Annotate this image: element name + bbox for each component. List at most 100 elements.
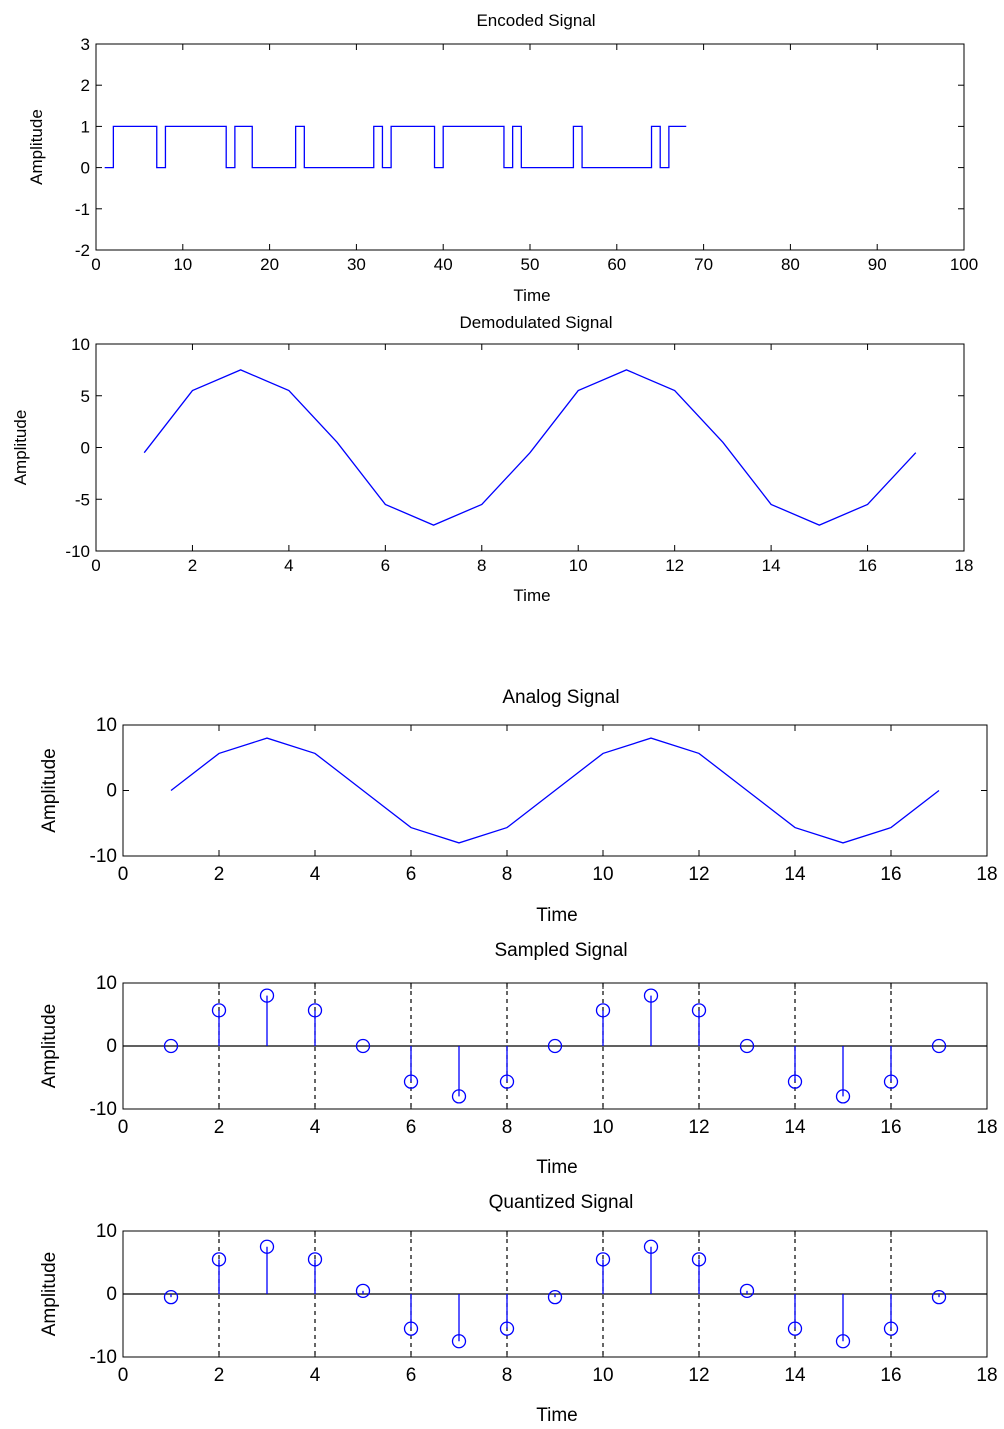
y-tick-label: -10: [90, 1347, 117, 1368]
chart-title: Analog Signal: [502, 687, 619, 708]
stem-marker: [355, 1283, 371, 1298]
stem-marker: [547, 1290, 563, 1305]
y-axis-label: Amplitude: [11, 410, 30, 486]
x-tick-label: 0: [118, 1365, 129, 1386]
x-tick-label: 12: [688, 1365, 709, 1386]
y-tick-label: -10: [90, 846, 117, 867]
stem-marker: [643, 1239, 659, 1254]
chart-title: Demodulated Signal: [459, 313, 612, 332]
y-tick-label: 10: [96, 1221, 117, 1242]
series-line: [143, 369, 917, 526]
x-tick-label: 20: [260, 255, 279, 274]
x-tick-label: 10: [592, 1365, 613, 1386]
x-tick-label: 18: [976, 1117, 997, 1138]
stem-marker: [211, 1003, 227, 1018]
stem-marker: [451, 1089, 467, 1104]
x-tick-label: 8: [502, 1117, 513, 1138]
stem-marker: [883, 1074, 899, 1089]
y-tick-label: 0: [106, 1284, 117, 1305]
stem-marker: [499, 1074, 515, 1089]
x-tick-label: 18: [955, 556, 974, 575]
x-tick-label: 10: [592, 1117, 613, 1138]
x-tick-label: 0: [91, 556, 100, 575]
chart-title: Encoded Signal: [476, 11, 595, 30]
x-axis-label: Time: [536, 1405, 578, 1426]
stem-marker: [499, 1321, 515, 1336]
stem-marker: [739, 1038, 755, 1054]
stem-marker: [451, 1334, 467, 1349]
stem-marker: [931, 1038, 947, 1054]
stem-marker: [307, 1003, 323, 1018]
y-tick-label: 1: [81, 117, 90, 136]
x-tick-label: 18: [976, 1365, 997, 1386]
y-tick-label: 0: [81, 159, 90, 178]
stem-marker: [163, 1290, 179, 1305]
x-tick-label: 50: [521, 255, 540, 274]
x-axis-label: Time: [536, 1157, 578, 1178]
stem-marker: [307, 1252, 323, 1267]
stem-marker: [691, 1252, 707, 1267]
x-tick-label: 10: [592, 864, 613, 885]
stem-marker: [595, 1252, 611, 1267]
x-tick-label: 16: [858, 556, 877, 575]
axes-frame: [95, 343, 965, 552]
x-tick-label: 16: [880, 1117, 901, 1138]
x-axis-label: Time: [513, 586, 550, 605]
y-axis-label: Amplitude: [27, 109, 46, 185]
stem-marker: [931, 1290, 947, 1305]
chart-title: Sampled Signal: [494, 940, 627, 961]
x-tick-label: 0: [118, 864, 129, 885]
x-tick-label: 2: [214, 1117, 225, 1138]
stem-marker: [211, 1252, 227, 1267]
y-tick-label: 0: [106, 781, 117, 802]
y-tick-label: 10: [96, 715, 117, 736]
y-tick-label: -1: [75, 200, 90, 219]
x-tick-label: 60: [607, 255, 626, 274]
x-tick-label: 12: [688, 1117, 709, 1138]
x-tick-label: 16: [880, 864, 901, 885]
x-tick-label: 4: [310, 1365, 321, 1386]
x-axis-label: Time: [536, 905, 578, 926]
y-tick-label: -10: [65, 542, 90, 561]
x-tick-label: 14: [784, 1117, 806, 1138]
stem-marker: [163, 1038, 179, 1054]
x-tick-label: 10: [173, 255, 192, 274]
chart-title: Quantized Signal: [489, 1192, 634, 1213]
x-tick-label: 80: [781, 255, 800, 274]
x-axis-label: Time: [513, 286, 550, 305]
stem-marker: [691, 1003, 707, 1018]
stem-marker: [787, 1321, 803, 1336]
series-line: [170, 737, 940, 844]
subplot-2: 0 2 4 6 8 10 12 14 16 18 -10 -5 0 5 10 Demodulated Sign…: [11, 313, 973, 605]
x-tick-label: 6: [381, 556, 390, 575]
stem-marker: [547, 1038, 563, 1054]
y-axis-label: Amplitude: [39, 1004, 60, 1089]
y-tick-label: -5: [75, 490, 90, 509]
x-tick-label: 12: [665, 556, 684, 575]
x-tick-label: 8: [477, 556, 486, 575]
x-tick-label: 2: [188, 556, 197, 575]
x-tick-label: 6: [406, 1117, 417, 1138]
x-tick-label: 2: [214, 864, 225, 885]
stem-marker: [787, 1074, 803, 1089]
stem-marker: [355, 1038, 371, 1054]
x-tick-label: 14: [784, 1365, 806, 1386]
stem-marker: [739, 1283, 755, 1298]
x-tick-label: 10: [569, 556, 588, 575]
y-axis-label: Amplitude: [39, 748, 60, 833]
x-tick-label: 8: [502, 864, 513, 885]
y-tick-label: 10: [71, 335, 90, 354]
x-tick-label: 14: [762, 556, 781, 575]
stem-marker: [883, 1321, 899, 1336]
x-tick-label: 6: [406, 864, 417, 885]
y-tick-label: 2: [81, 76, 90, 95]
x-tick-label: 6: [406, 1365, 417, 1386]
y-tick-label: 5: [81, 387, 90, 406]
x-tick-label: 12: [688, 864, 709, 885]
stem-marker: [403, 1074, 419, 1089]
encoded-series-line: [104, 125, 687, 169]
